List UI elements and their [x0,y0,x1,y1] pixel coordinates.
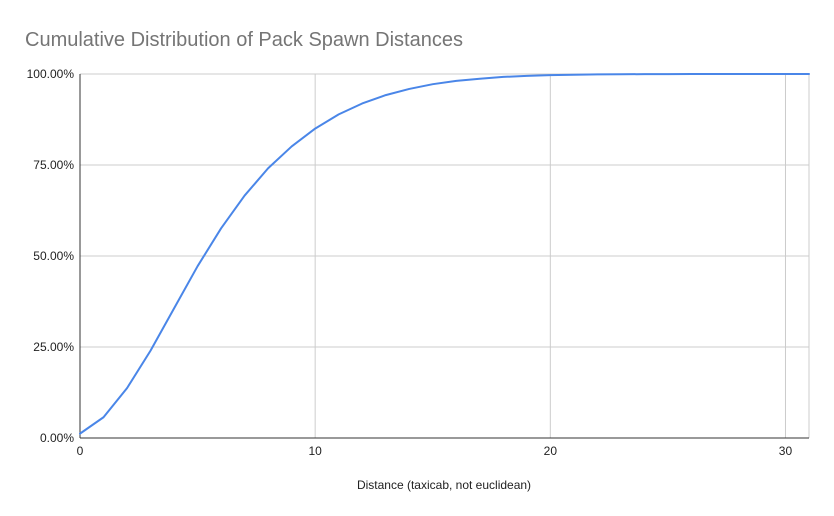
y-tick-label: 100.00% [27,67,75,81]
series-line [80,74,809,434]
y-tick-label: 25.00% [33,340,74,354]
x-axis-ticks: 0 10 20 30 [77,444,793,458]
y-tick-label: 0.00% [40,431,74,445]
y-tick-label: 75.00% [33,158,74,172]
x-axis-title: Distance (taxicab, not euclidean) [357,478,531,492]
x-tick-label: 10 [308,444,322,458]
grid [80,74,809,438]
y-axis-ticks: 0.00% 25.00% 50.00% 75.00% 100.00% [27,67,75,445]
chart-title: Cumulative Distribution of Pack Spawn Di… [25,29,463,51]
x-tick-label: 30 [779,444,793,458]
y-tick-label: 50.00% [33,249,74,263]
series-group [80,74,809,434]
x-tick-label: 20 [544,444,558,458]
x-tick-label: 0 [77,444,84,458]
